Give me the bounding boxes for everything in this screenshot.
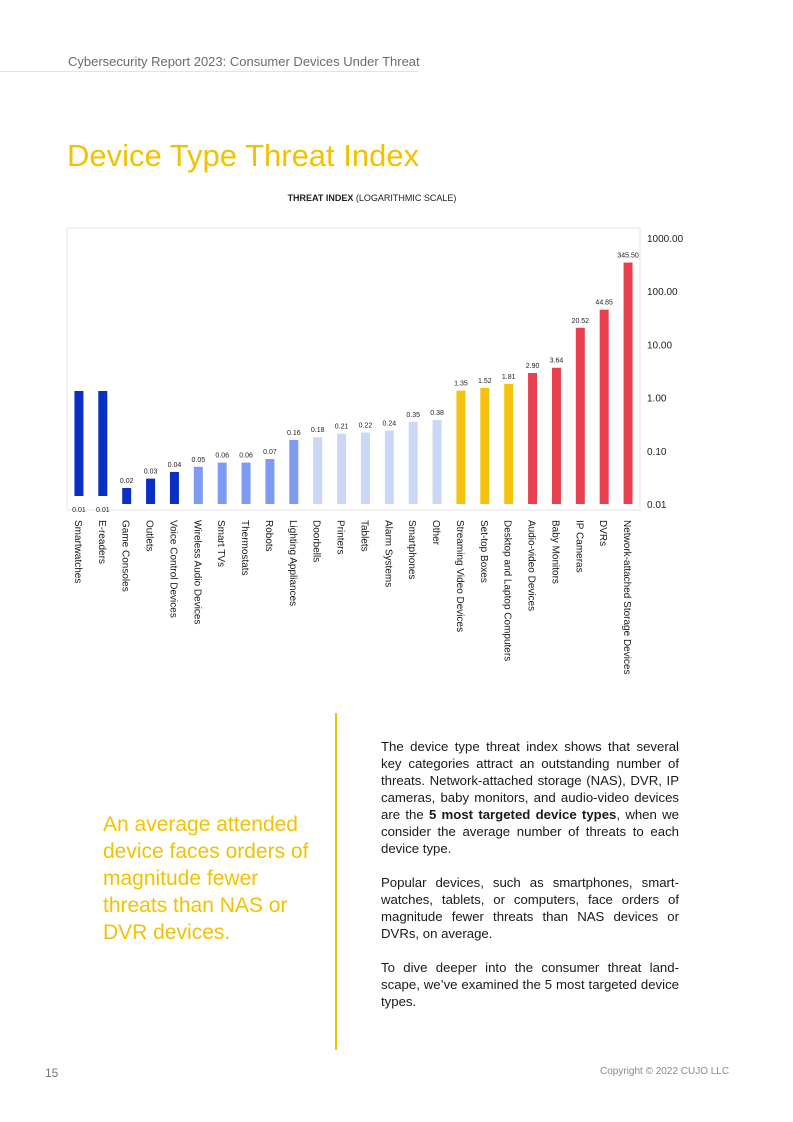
category-label: Smartwatches: [72, 520, 83, 583]
category-label: E-readers: [96, 520, 107, 564]
bar-value-label: 0.38: [430, 410, 444, 417]
bar-value-label: 0.35: [406, 412, 420, 419]
chart-title-rest: (LOGARITHMIC SCALE): [353, 193, 457, 203]
y-tick-label: 100.00: [647, 287, 678, 298]
bar: [480, 387, 490, 504]
bar: [265, 459, 275, 504]
y-tick-label: 10.00: [647, 340, 672, 351]
bar: [575, 327, 585, 504]
bar: [241, 462, 251, 504]
body-p1-start: The device type threat index shows that …: [381, 739, 679, 822]
category-label: Audio-video Devices: [526, 520, 537, 611]
bar-value-label: 0.03: [144, 469, 158, 476]
category-label: Smart TVs: [215, 520, 226, 567]
bar: [456, 390, 466, 504]
bar: [193, 466, 203, 504]
category-label: Streaming Video Devices: [454, 520, 465, 632]
category-label: Robots: [263, 520, 274, 552]
bar: [528, 373, 538, 504]
page-number: 15: [45, 1066, 59, 1080]
bar-value-label: 0.21: [335, 424, 349, 431]
bar: [432, 419, 442, 504]
category-label: Doorbells: [311, 520, 322, 562]
bar-value-label: 345.50: [617, 253, 639, 260]
copyright: Copyright © 2022 CUJO LLC: [600, 1066, 730, 1077]
category-label: Lighting Appliances: [287, 520, 298, 606]
chart-title: THREAT INDEX (LOGARITHMIC SCALE): [0, 193, 744, 203]
bar: [599, 309, 609, 504]
bar-value-label: 0.18: [311, 427, 325, 434]
bar: [337, 433, 347, 504]
body-p1-emphasis: 5 most targeted device types: [428, 807, 617, 822]
body-paragraph-3: To dive deeper into the consumer threat …: [381, 960, 679, 1009]
bar: [504, 383, 514, 504]
bar: [289, 439, 299, 504]
bar-value-label: 1.35: [454, 381, 468, 388]
body-paragraph-1: The device type threat index shows that …: [381, 738, 679, 857]
threat-index-chart: 0.01 0.10 1.00 10.00 100.00 1000.00 0.01 0.01 0.…: [66, 227, 684, 675]
bar-value-label: 0.24: [383, 421, 397, 428]
bar-value-label: 0.01: [96, 507, 110, 514]
category-label: Baby Monitors: [549, 520, 560, 584]
bar-value-label: 0.02: [120, 478, 134, 485]
body-paragraph-2: Popular devices, such as smartphones, sm…: [381, 875, 679, 941]
bar-value-label: 1.52: [478, 378, 492, 385]
bar: [98, 391, 108, 496]
body-text: The device type threat index shows that …: [381, 738, 679, 1027]
plot-frame: [66, 227, 641, 511]
bar-value-label: 0.22: [359, 423, 373, 430]
bar-value-label: 0.06: [215, 453, 229, 460]
category-label: Tablets: [358, 520, 369, 552]
y-tick-label: 1.00: [647, 394, 667, 405]
vertical-divider: [335, 713, 337, 1050]
bar: [623, 262, 633, 504]
bar-value-label: 0.16: [287, 430, 301, 437]
bar-value-label: 0.07: [263, 449, 277, 456]
bar-value-label: 0.01: [72, 507, 86, 514]
bar-value-label: 20.52: [572, 318, 590, 325]
bar-value-label: 1.81: [502, 374, 516, 381]
bar-value-label: 44.85: [595, 300, 613, 307]
category-label: Set-top Boxes: [478, 520, 489, 583]
bar-value-label: 3.64: [550, 358, 564, 365]
bar-value-label: 2.90: [526, 363, 540, 370]
category-label: IP Cameras: [573, 520, 584, 573]
report-header-title: Cybersecurity Report 2023: Consumer Devi…: [68, 54, 420, 69]
bar: [169, 471, 179, 504]
bar: [551, 367, 561, 504]
category-label: Alarm Systems: [382, 520, 393, 587]
category-label: Other: [430, 520, 441, 546]
page-title: Device Type Threat Index: [67, 137, 420, 173]
category-label: Smartphones: [406, 520, 417, 579]
y-tick-label: 0.01: [647, 500, 667, 511]
bar: [122, 487, 132, 504]
category-label: Game Consoles: [120, 520, 131, 592]
category-label: Wireless Audio Devices: [191, 520, 202, 624]
body-p1-end: , when we consider the average number of…: [381, 807, 679, 856]
bar-value-label: 0.05: [192, 457, 206, 464]
category-label: Voice Control Devices: [167, 520, 178, 618]
category-label: Outlets: [144, 520, 155, 552]
chart-title-bold: THREAT INDEX: [287, 193, 354, 203]
bar: [313, 437, 323, 504]
bar: [146, 478, 156, 504]
category-label: Printers: [335, 520, 346, 554]
y-tick-label: 0.10: [647, 447, 667, 458]
bar: [360, 432, 370, 504]
bar-value-label: 0.04: [168, 462, 182, 469]
bar: [74, 391, 84, 496]
header-divider: [0, 71, 418, 72]
category-label: Thermostats: [239, 520, 250, 576]
bar: [384, 430, 394, 504]
category-label: DVRs: [597, 520, 608, 546]
y-tick-label: 1000.00: [647, 234, 684, 245]
bar-value-label: 0.06: [239, 453, 253, 460]
bar: [408, 421, 418, 504]
bar: [217, 462, 227, 504]
pull-quote: An average attended device faces orders …: [103, 813, 309, 944]
category-label: Desktop and Laptop Computers: [502, 520, 513, 661]
category-label: Network-attached Storage Devices: [621, 520, 632, 675]
